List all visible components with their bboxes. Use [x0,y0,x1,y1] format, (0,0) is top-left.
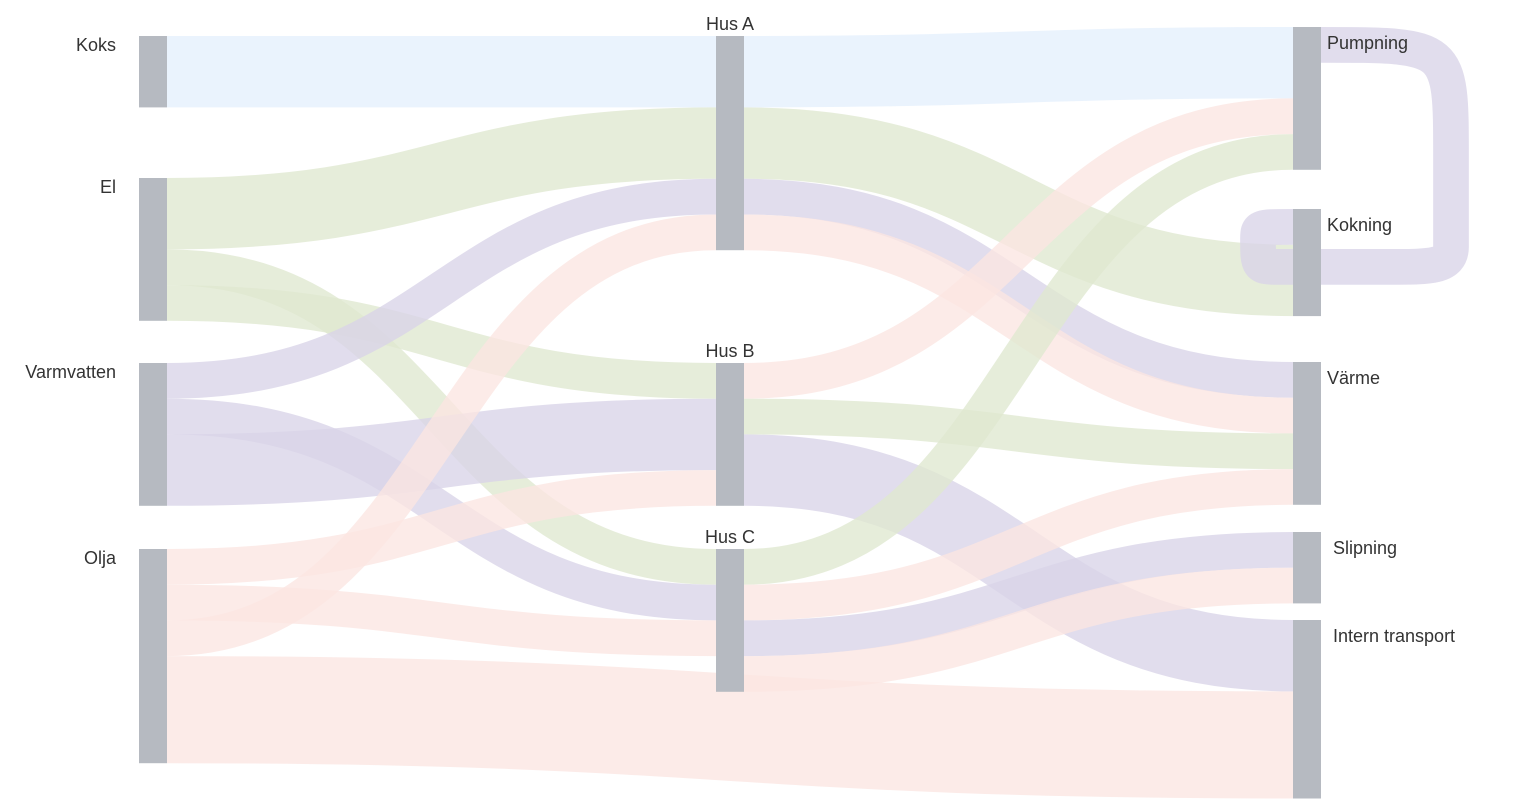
nodes: Koks El Varmvatten Olja Hus A Hus B Hus C Pumpn… [25,14,1455,799]
node-el: El [100,177,167,321]
flow-husB-varme [743,398,1294,470]
flow-husB-pumpning [743,98,1294,399]
flow-olja-husA [166,214,717,657]
node-label-husB: Hus B [705,341,754,361]
node-varme: Värme [1293,362,1380,505]
node-label-olja: Olja [84,548,117,568]
flow-husA-varme [743,178,1294,398]
node-bar-olja [139,549,167,764]
flow-links [166,27,1469,799]
node-bar-intern [1293,620,1321,799]
flow-husC-pumpning [743,134,1294,585]
flow-el-husA [166,107,717,250]
flow-husC-slipning [743,532,1294,657]
node-olja: Olja [84,548,167,764]
flow-pumpning-kokning [1240,27,1469,285]
node-bar-varme [1293,362,1321,505]
node-label-pumpning: Pumpning [1327,33,1408,53]
node-bar-kokning [1293,209,1321,317]
node-label-husC: Hus C [705,527,755,547]
node-bar-husA [716,36,744,251]
node-bar-koks [139,36,167,108]
node-label-el: El [100,177,116,197]
node-varmvatten: Varmvatten [25,362,167,506]
node-kokning: Kokning [1293,209,1392,317]
node-label-intern: Intern transport [1333,626,1455,646]
node-bar-pumpning [1293,27,1321,170]
flow-husA-varme [743,214,1294,434]
flow-husC-varme [743,469,1294,621]
node-bar-el [139,178,167,321]
node-label-varme: Värme [1327,368,1380,388]
node-bar-husC [716,549,744,692]
node-pumpning: Pumpning [1293,27,1408,170]
flow-husA-kokning [743,107,1294,317]
node-label-kokning: Kokning [1327,215,1392,235]
node-slipning: Slipning [1293,532,1397,604]
node-bar-varmvatten [139,363,167,506]
flow-husA-pumpning [743,27,1294,108]
flow-husC-slipning [743,567,1294,692]
flow-varmvatten-husA [166,178,717,399]
node-husA: Hus A [706,14,754,251]
node-bar-husB [716,363,744,506]
node-bar-slipning [1293,532,1321,604]
node-husC: Hus C [705,527,755,692]
node-husB: Hus B [705,341,755,506]
node-label-husA: Hus A [706,14,754,34]
node-intern: Intern transport [1293,620,1455,799]
flow-olja-husB [166,470,717,585]
flow-el-husB [166,285,717,399]
node-koks: Koks [76,35,167,108]
node-label-slipning: Slipning [1333,538,1397,558]
node-label-varmvatten: Varmvatten [25,362,116,382]
node-label-koks: Koks [76,35,116,55]
flow-olja-intern [166,656,1294,799]
